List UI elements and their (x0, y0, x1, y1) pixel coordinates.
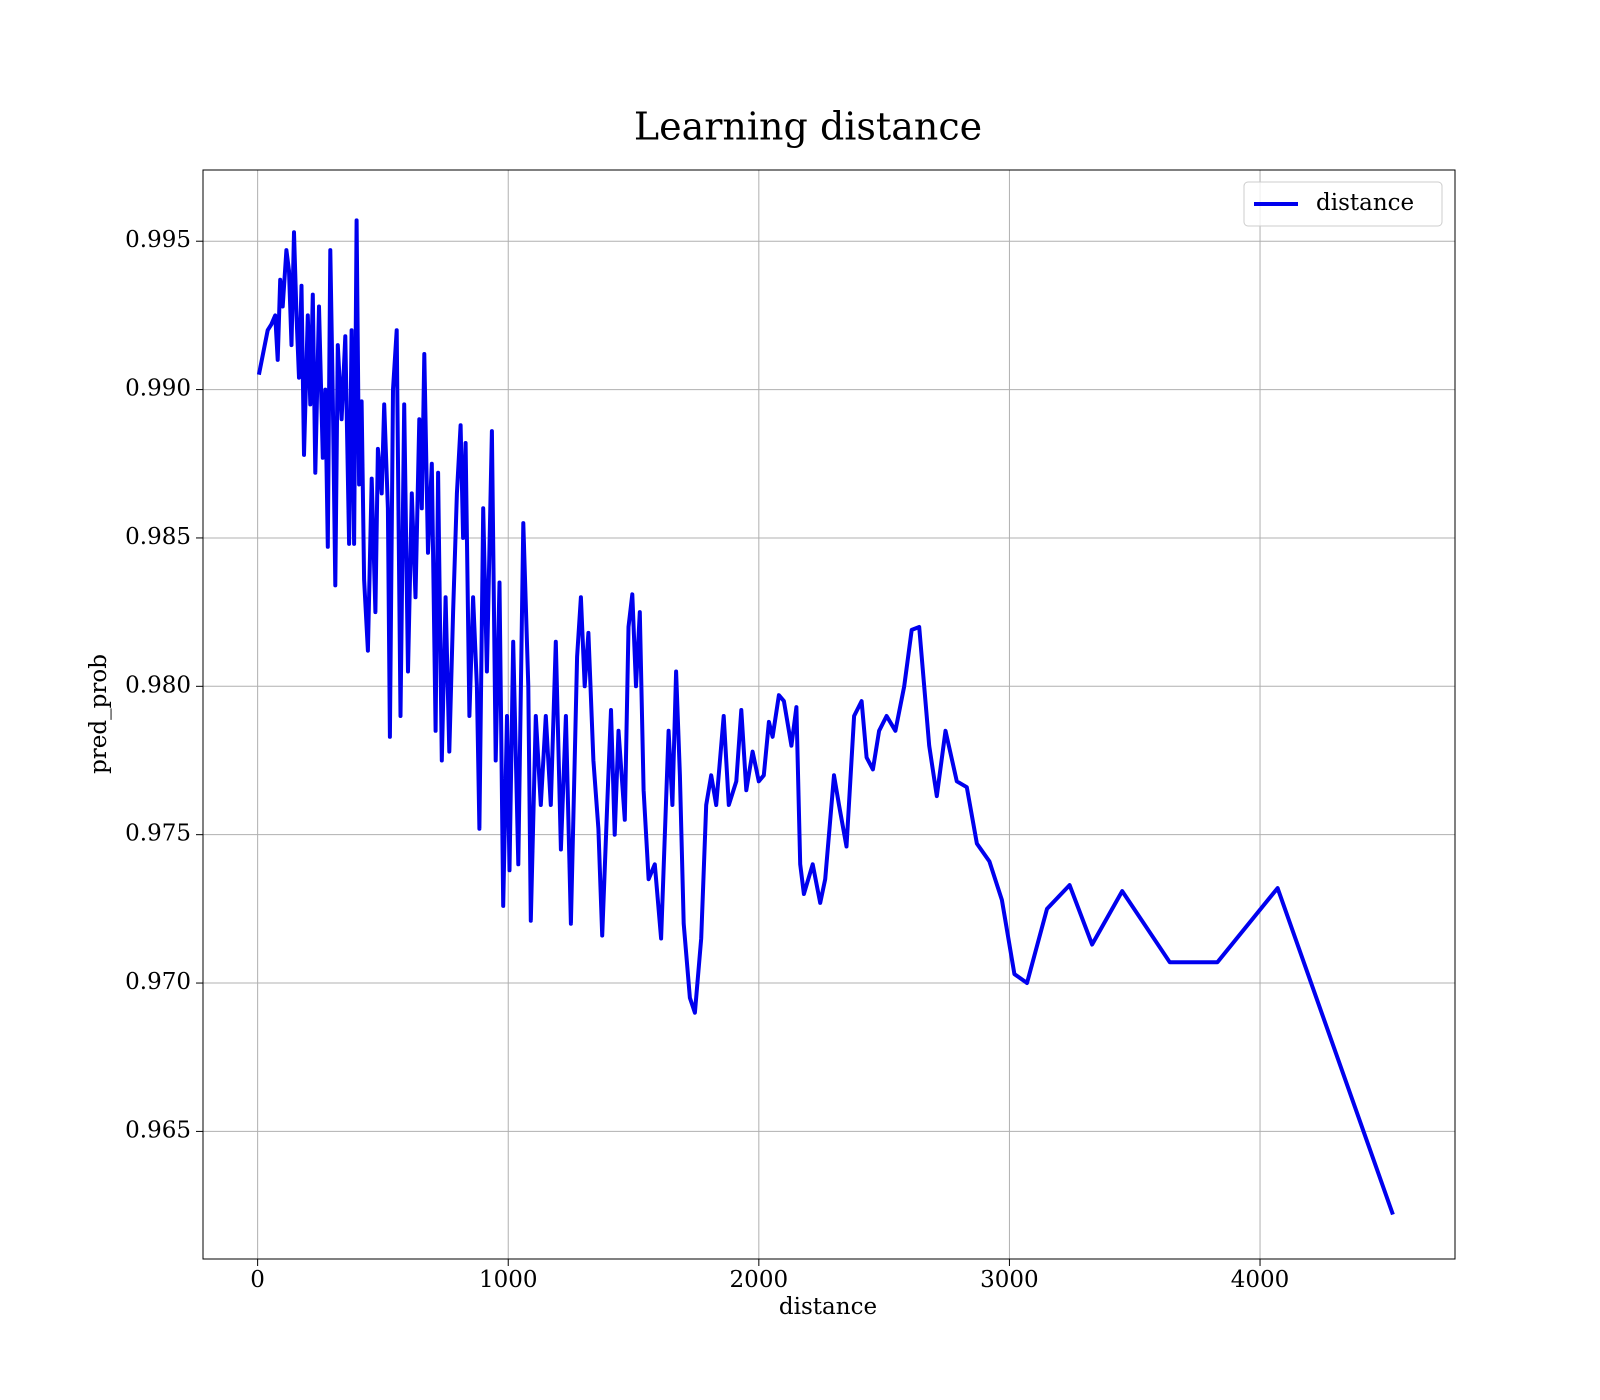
x-tick-label: 3000 (980, 1267, 1039, 1293)
y-tick-label: 0.980 (125, 672, 191, 698)
y-tick-label: 0.965 (125, 1117, 191, 1143)
y-tick-label: 0.975 (125, 821, 191, 847)
legend-label: distance (1316, 190, 1414, 216)
x-tick-label: 1000 (479, 1267, 538, 1293)
legend-box (1243, 181, 1443, 227)
y-tick-label: 0.970 (125, 969, 191, 995)
y-tick-label: 0.995 (125, 227, 191, 253)
y-tick-label: 0.985 (125, 524, 191, 550)
chart-title: Learning distance (634, 105, 982, 149)
x-tick-label: 4000 (1231, 1267, 1290, 1293)
x-tick-label: 0 (250, 1267, 265, 1293)
x-tick-label: 2000 (730, 1267, 789, 1293)
data-line (256, 218, 1395, 1216)
x-axis-label: distance (779, 1294, 877, 1320)
y-axis-label: pred_prob (86, 654, 112, 774)
plot-frame (202, 169, 1456, 1260)
y-tick-label: 0.990 (125, 376, 191, 402)
